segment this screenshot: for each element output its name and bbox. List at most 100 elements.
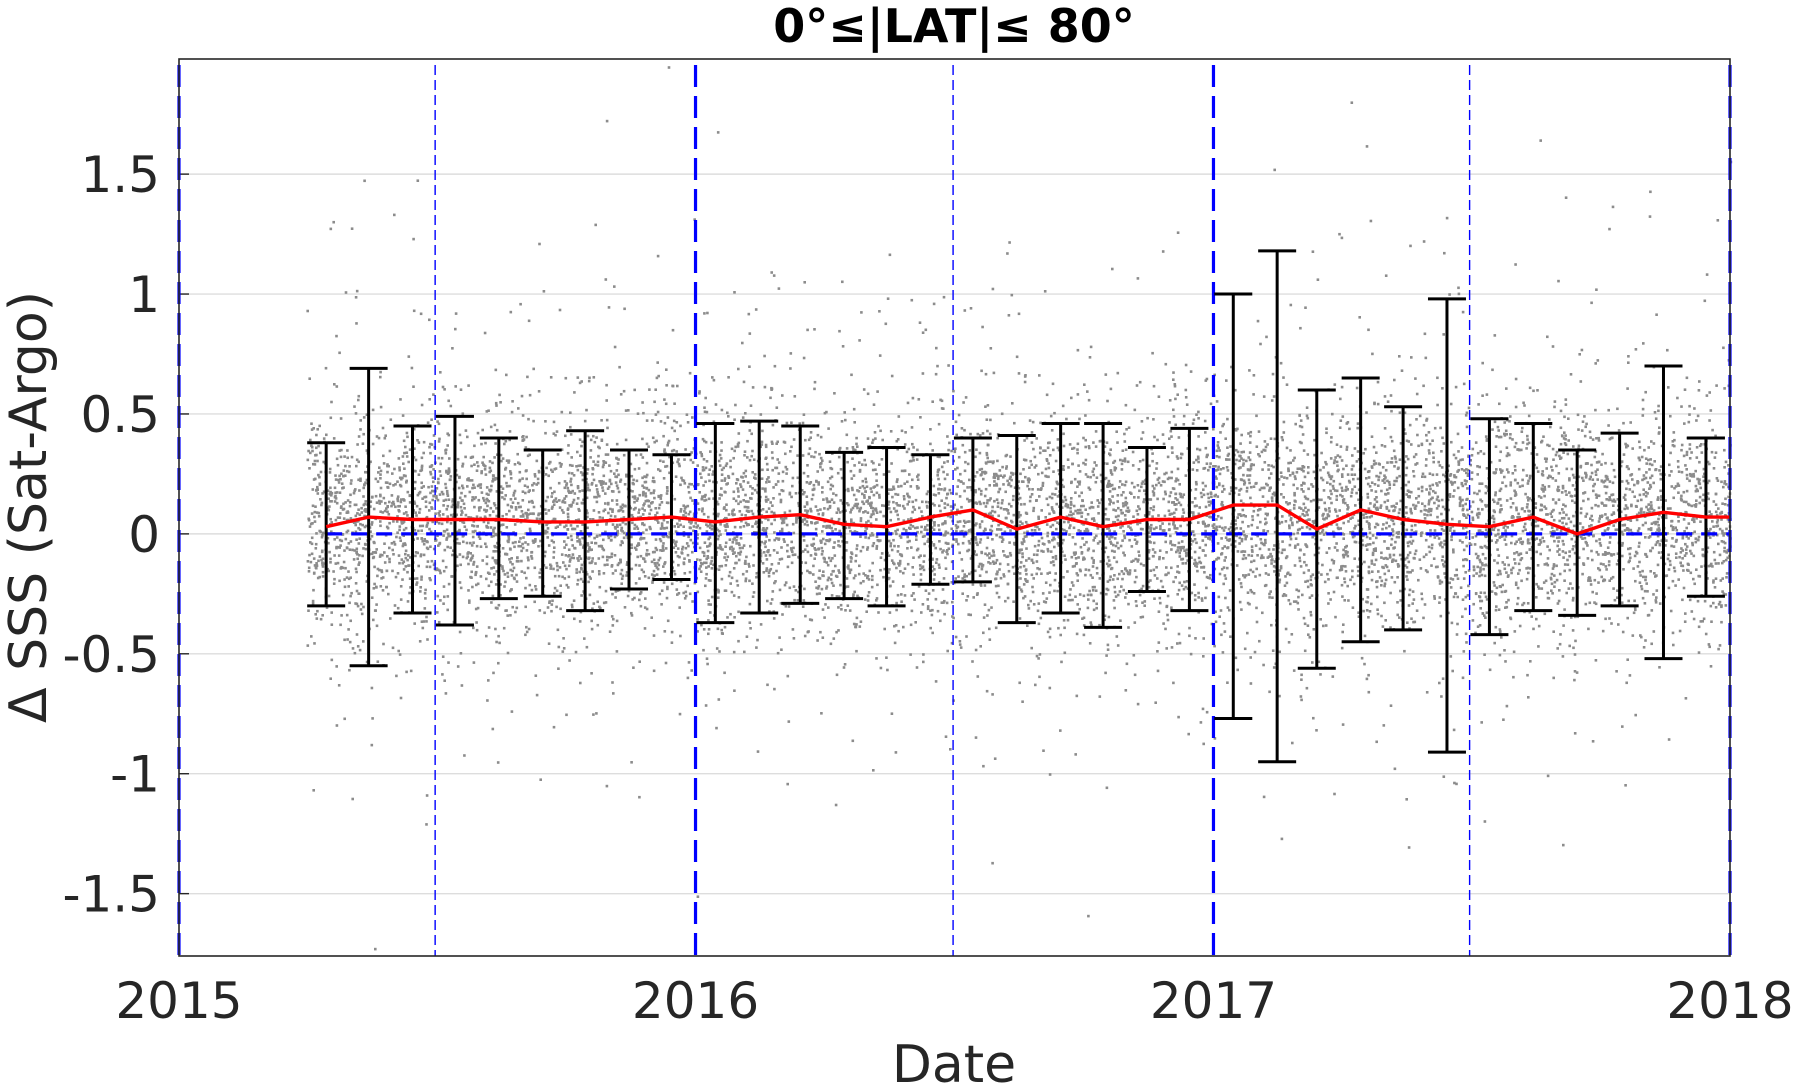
scatter-point <box>1654 417 1658 420</box>
scatter-point <box>549 486 552 490</box>
scatter-point <box>964 396 968 399</box>
scatter-point <box>763 385 767 389</box>
scatter-point <box>897 415 901 418</box>
scatter-point <box>802 539 806 542</box>
scatter-point <box>763 542 766 545</box>
scatter-point <box>501 457 505 460</box>
scatter-point <box>892 487 896 491</box>
scatter-point <box>680 552 684 555</box>
scatter-point <box>573 391 576 394</box>
scatter-point <box>1178 483 1181 486</box>
scatter-point <box>586 483 590 486</box>
scatter-point <box>569 524 573 527</box>
scatter-point <box>1327 507 1331 510</box>
scatter-point <box>585 472 589 475</box>
scatter-point <box>761 528 765 532</box>
scatter-point <box>1304 306 1307 309</box>
scatter-point <box>852 474 856 477</box>
scatter-point <box>866 392 870 396</box>
scatter-point <box>1157 476 1161 480</box>
scatter-point <box>583 419 587 423</box>
scatter-point <box>338 449 341 452</box>
scatter-point <box>1076 393 1080 396</box>
scatter-point <box>1174 479 1177 483</box>
scatter-point <box>760 440 764 444</box>
scatter-point <box>1562 516 1566 520</box>
scatter-point <box>1365 548 1369 551</box>
scatter-point <box>638 660 641 663</box>
scatter-point <box>576 534 579 538</box>
scatter-point <box>1635 518 1639 522</box>
scatter-point <box>410 366 414 370</box>
scatter-point <box>354 602 357 605</box>
scatter-point <box>578 540 582 544</box>
scatter-point <box>462 540 465 544</box>
scatter-point <box>1238 542 1241 545</box>
scatter-point <box>402 474 406 477</box>
scatter-point <box>1098 501 1101 505</box>
scatter-point <box>1538 543 1541 546</box>
scatter-point <box>1561 655 1565 658</box>
scatter-point <box>504 580 507 584</box>
scatter-point <box>854 448 857 452</box>
scatter-point <box>821 608 825 611</box>
scatter-point <box>805 495 809 498</box>
scatter-point <box>380 577 383 580</box>
scatter-point <box>589 456 592 459</box>
scatter-point <box>350 591 353 595</box>
scatter-point <box>1568 568 1572 572</box>
scatter-point <box>693 218 696 221</box>
scatter-point <box>1153 435 1156 439</box>
scatter-point <box>524 586 527 590</box>
scatter-point <box>1302 509 1305 512</box>
scatter-point <box>775 406 779 409</box>
scatter-point <box>517 560 520 563</box>
scatter-point <box>1143 604 1146 607</box>
scatter-point <box>1244 535 1248 539</box>
scatter-point <box>1344 546 1347 549</box>
scatter-point <box>821 550 824 553</box>
scatter-point <box>903 443 907 446</box>
scatter-point <box>1656 498 1659 501</box>
scatter-point <box>991 861 994 865</box>
scatter-point <box>1279 471 1283 474</box>
scatter-point <box>1305 519 1308 522</box>
scatter-point <box>934 372 938 376</box>
scatter-point <box>1124 596 1127 599</box>
scatter-point <box>1449 577 1453 580</box>
scatter-point <box>1028 466 1031 469</box>
scatter-point <box>652 634 656 637</box>
scatter-point <box>832 501 836 504</box>
scatter-point <box>1293 456 1296 460</box>
scatter-point <box>1353 557 1356 560</box>
scatter-point <box>1092 599 1095 603</box>
scatter-point <box>551 470 554 473</box>
scatter-point <box>1527 538 1530 541</box>
scatter-point <box>783 441 787 444</box>
scatter-point <box>896 550 900 553</box>
scatter-point <box>674 551 678 554</box>
scatter-point <box>886 492 890 495</box>
scatter-point <box>597 557 601 560</box>
scatter-point <box>1128 569 1132 572</box>
scatter-point <box>727 574 731 578</box>
scatter-point <box>880 485 884 489</box>
scatter-point <box>648 525 652 529</box>
scatter-point <box>1607 551 1611 555</box>
scatter-point <box>467 589 470 592</box>
scatter-point <box>835 630 838 634</box>
scatter-point <box>527 627 531 631</box>
scatter-point <box>1673 438 1676 442</box>
scatter-point <box>966 486 969 489</box>
scatter-point <box>533 600 536 604</box>
scatter-point <box>1440 450 1443 453</box>
scatter-point <box>355 289 359 293</box>
scatter-point <box>571 501 575 504</box>
scatter-point <box>1243 481 1247 484</box>
scatter-point <box>556 568 559 572</box>
scatter-point <box>985 546 989 550</box>
scatter-point <box>1116 371 1120 375</box>
scatter-point <box>534 585 537 588</box>
scatter-point <box>736 584 740 587</box>
scatter-point <box>1152 568 1156 572</box>
